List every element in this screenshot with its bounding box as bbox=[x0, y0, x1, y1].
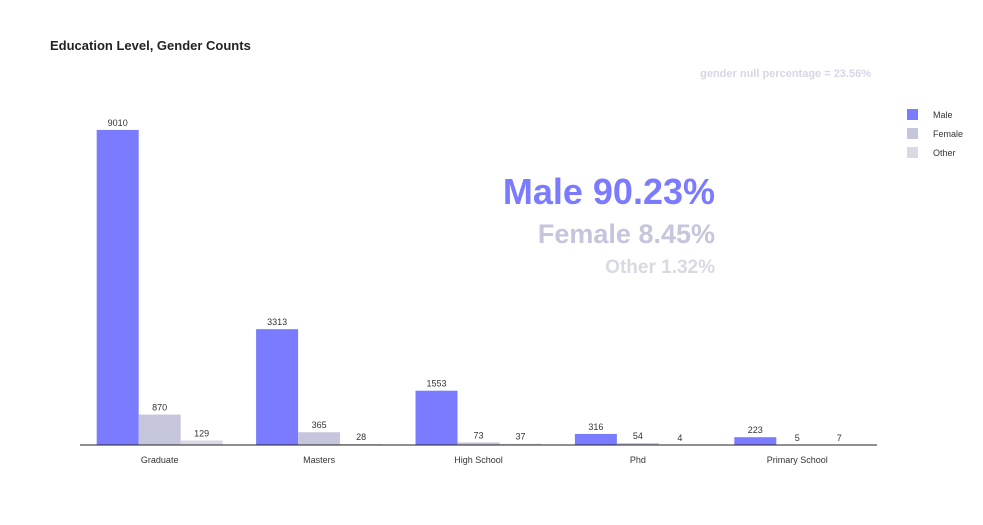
bar-value-label: 4 bbox=[677, 433, 682, 443]
bar-female-phd bbox=[616, 443, 659, 445]
legend-swatch-other[interactable] bbox=[907, 147, 918, 158]
bar-female-high-school bbox=[457, 442, 500, 445]
legend: Male Female Other bbox=[907, 109, 963, 158]
x-tick-label: Primary School bbox=[767, 455, 828, 465]
bar-value-label: 37 bbox=[515, 432, 525, 442]
bar-value-label: 129 bbox=[194, 428, 209, 438]
bar-value-label: 316 bbox=[588, 422, 603, 432]
female-percentage-annotation: Female 8.45% bbox=[538, 219, 715, 249]
bar-value-label: 5 bbox=[795, 433, 800, 443]
bar-female-graduate bbox=[138, 414, 181, 445]
x-tick-label: Masters bbox=[303, 455, 336, 465]
bar-male-masters bbox=[256, 329, 299, 445]
bar-value-label: 365 bbox=[312, 420, 327, 430]
x-tick-label: High School bbox=[454, 455, 503, 465]
bar-value-label: 28 bbox=[356, 432, 366, 442]
x-tick-label: Graduate bbox=[141, 455, 179, 465]
legend-label-male[interactable]: Male bbox=[933, 110, 953, 120]
bar-labels-group: 9010 870 129 3313 365 28 1553 73 37 316 54 4 223 5 7 bbox=[108, 118, 842, 443]
bar-value-label: 1553 bbox=[426, 379, 446, 389]
legend-label-female[interactable]: Female bbox=[933, 129, 963, 139]
bar-male-graduate bbox=[96, 129, 139, 445]
x-tick-label: Phd bbox=[630, 455, 646, 465]
bar-male-primary-school bbox=[734, 437, 777, 445]
bar-value-label: 223 bbox=[748, 425, 763, 435]
bars-group bbox=[96, 129, 861, 445]
bar-value-label: 870 bbox=[152, 403, 167, 413]
x-tick-labels-group: Graduate Masters High School Phd Primary Sch… bbox=[141, 455, 828, 465]
null-percentage-note: gender null percentage = 23.56% bbox=[700, 68, 871, 80]
bar-male-phd bbox=[574, 433, 617, 445]
bar-male-high-school bbox=[415, 390, 458, 445]
bar-other-high-school bbox=[499, 443, 542, 445]
bar-other-graduate bbox=[180, 440, 223, 445]
bar-value-label: 54 bbox=[633, 431, 643, 441]
bar-female-masters bbox=[298, 432, 341, 445]
bar-value-label: 9010 bbox=[108, 118, 128, 128]
bar-value-label: 73 bbox=[473, 430, 483, 440]
bar-value-label: 3313 bbox=[267, 317, 287, 327]
other-percentage-annotation: Other 1.32% bbox=[605, 257, 715, 278]
chart-title: Education Level, Gender Counts bbox=[50, 38, 251, 53]
bar-value-label: 7 bbox=[837, 433, 842, 443]
male-percentage-annotation: Male 90.23% bbox=[503, 171, 715, 212]
legend-label-other[interactable]: Other bbox=[933, 148, 956, 158]
legend-swatch-male[interactable] bbox=[907, 109, 918, 120]
legend-swatch-female[interactable] bbox=[907, 128, 918, 139]
